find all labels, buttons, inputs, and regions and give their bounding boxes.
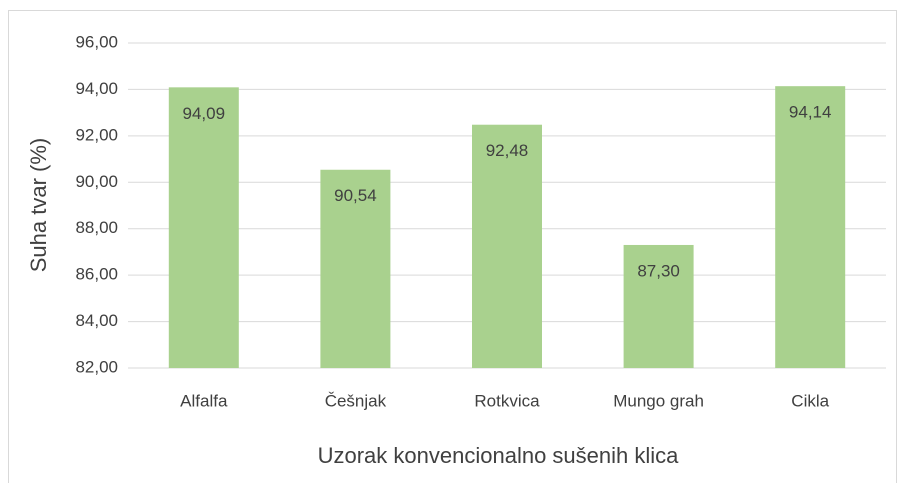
- bar: [775, 86, 846, 368]
- x-axis-title: Uzorak konvencionalno sušenih klica: [318, 443, 680, 468]
- y-tick-label: 92,00: [75, 125, 118, 144]
- data-label: 92,48: [486, 141, 529, 160]
- bar: [623, 244, 694, 368]
- y-tick-label: 84,00: [75, 311, 118, 330]
- y-tick-label: 86,00: [75, 265, 118, 284]
- y-tick-label: 96,00: [75, 32, 118, 51]
- x-tick-label: Češnjak: [325, 391, 387, 410]
- x-tick-label: Rotkvica: [474, 391, 540, 410]
- data-label: 94,09: [183, 104, 226, 123]
- y-tick-label: 94,00: [75, 79, 118, 98]
- chart-frame: [8, 10, 897, 483]
- x-tick-label: Alfalfa: [180, 391, 228, 410]
- data-label: 90,54: [334, 186, 377, 205]
- bar: [320, 169, 391, 368]
- y-tick-label: 90,00: [75, 172, 118, 191]
- y-tick-label: 82,00: [75, 357, 118, 376]
- x-tick-label: Cikla: [791, 391, 829, 410]
- data-label: 87,30: [637, 261, 680, 280]
- y-tick-label: 88,00: [75, 218, 118, 237]
- bar: [168, 87, 239, 368]
- bar: [472, 124, 542, 368]
- x-tick-label: Mungo grah: [613, 391, 704, 410]
- y-axis-title: Suha tvar (%): [26, 138, 51, 273]
- data-label: 94,14: [789, 103, 832, 122]
